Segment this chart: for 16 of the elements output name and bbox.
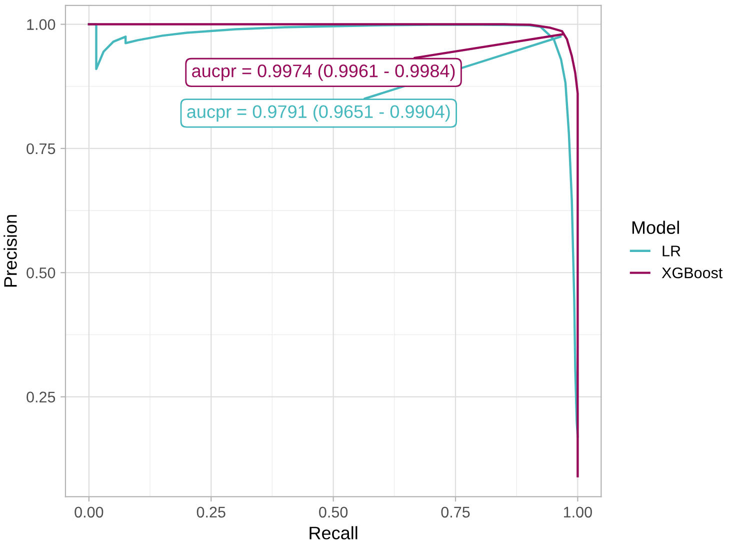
- y-tick-label: 1.00: [27, 19, 56, 30]
- x-tick-label: 0.00: [74, 506, 104, 518]
- y-tick-label: 0.75: [26, 143, 56, 154]
- annotation: aucpr = 0.9791 (0.9651 - 0.9904): [187, 104, 450, 122]
- x-axis-title: Recall: [310, 526, 358, 540]
- y-axis-title: Precision: [4, 215, 17, 287]
- x-tick-label: 0.75: [441, 506, 470, 518]
- legend-label: LR: [662, 246, 680, 256]
- legend-label: XGBoost: [662, 267, 723, 278]
- annotation: aucpr = 0.9974 (0.9961 - 0.9984): [192, 64, 455, 81]
- legend-title: Model: [632, 220, 679, 234]
- x-tick-label: 1.00: [564, 506, 592, 518]
- x-tick-label: 0.50: [319, 506, 348, 518]
- y-tick-label: 0.25: [26, 392, 56, 402]
- y-tick-label: 0.50: [26, 268, 56, 278]
- x-tick-label: 0.25: [196, 506, 226, 518]
